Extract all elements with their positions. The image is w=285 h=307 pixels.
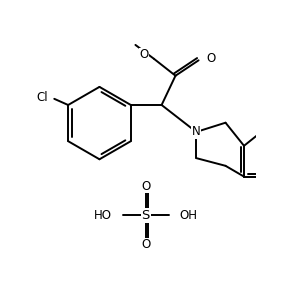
Text: O: O [206, 52, 215, 64]
Text: S: S [141, 209, 150, 222]
Text: O: O [141, 180, 150, 193]
Text: O: O [141, 238, 150, 251]
Text: Cl: Cl [36, 91, 48, 104]
Text: HO: HO [94, 209, 112, 222]
Text: O: O [139, 49, 148, 61]
Text: N: N [192, 126, 201, 138]
Text: OH: OH [180, 209, 198, 222]
